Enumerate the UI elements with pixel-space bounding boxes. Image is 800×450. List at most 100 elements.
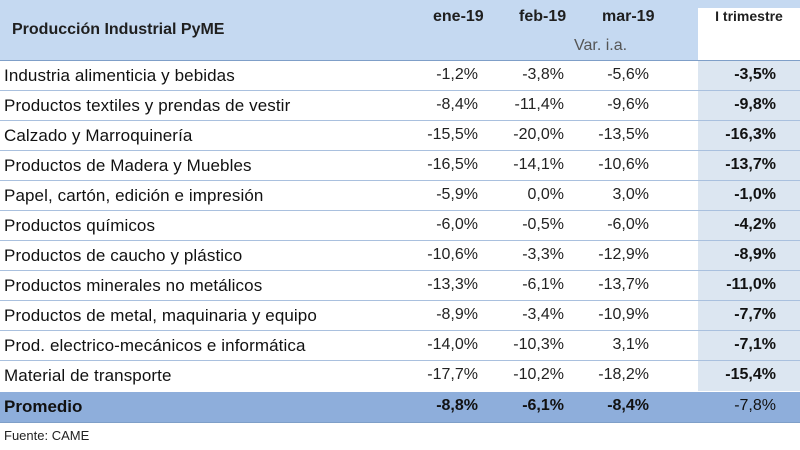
row-divider (0, 360, 800, 361)
value-quarter: -11,0% (726, 276, 776, 293)
sector-name: Material de transporte (4, 366, 172, 385)
value-ene: -14,0% (427, 336, 478, 353)
value-ene: -6,0% (436, 216, 478, 233)
quarter-cell: -13,7% (698, 151, 800, 181)
divider (0, 60, 800, 61)
value-quarter: -8,9% (734, 246, 776, 263)
table-row: Prod. electrico-mecánicos e informática -… (0, 331, 800, 361)
average-quarter: -7,8% (734, 397, 776, 414)
quarter-cell: -11,0% (698, 271, 800, 301)
average-mar: -8,4% (607, 397, 649, 414)
sector-name: Productos de Madera y Muebles (4, 156, 252, 175)
average-ene: -8,8% (436, 397, 478, 414)
row-divider (0, 90, 800, 91)
quarter-cell: -1,0% (698, 181, 800, 211)
row-divider (0, 240, 800, 241)
quarter-cell: -7,7% (698, 301, 800, 331)
average-label: Promedio (4, 397, 83, 416)
sector-name: Productos minerales no metálicos (4, 276, 263, 295)
row-divider (0, 300, 800, 301)
value-ene: -13,3% (427, 276, 478, 293)
variation-subheader: Var. i.a. (574, 37, 628, 54)
sector-name: Calzado y Marroquinería (4, 126, 193, 145)
row-divider (0, 330, 800, 331)
row-divider (0, 180, 800, 181)
table-row: Calzado y Marroquinería -15,5% -20,0% -13,5… (0, 121, 800, 151)
month-header-ene: ene-19 (433, 8, 484, 25)
divider (0, 422, 800, 423)
value-quarter: -4,2% (734, 216, 776, 233)
value-mar: -6,0% (607, 216, 649, 233)
value-feb: -11,4% (514, 96, 564, 113)
value-feb: -3,8% (522, 66, 564, 83)
month-header-mar: mar-19 (602, 8, 655, 25)
value-feb: 0,0% (527, 186, 564, 203)
source-note: Fuente: CAME (4, 428, 90, 443)
row-divider (0, 120, 800, 121)
quarter-cell: -9,8% (698, 91, 800, 121)
sector-name: Prod. electrico-mecánicos e informática (4, 336, 306, 355)
sector-name: Industria alimenticia y bebidas (4, 66, 235, 85)
value-quarter: -13,7% (725, 156, 776, 173)
table-row: Productos de metal, maquinaria y equipo -… (0, 301, 800, 331)
table-header: Producción Industrial PyME ene-19 feb-19… (0, 0, 800, 60)
quarter-cell: -7,1% (698, 331, 800, 361)
value-feb: -3,3% (522, 246, 564, 263)
quarter-cell: -15,4% (698, 361, 800, 391)
row-divider (0, 150, 800, 151)
value-mar: -5,6% (607, 66, 649, 83)
value-feb: -6,1% (522, 276, 564, 293)
value-feb: -10,2% (513, 366, 564, 383)
quarter-cell: -3,5% (698, 61, 800, 91)
row-divider (0, 270, 800, 271)
value-ene: -8,4% (436, 96, 478, 113)
table-row: Papel, cartón, edición e impresión -5,9% 0… (0, 181, 800, 211)
sector-name: Productos de metal, maquinaria y equipo (4, 306, 317, 325)
value-quarter: -9,8% (734, 96, 776, 113)
table-title: Producción Industrial PyME (12, 21, 225, 38)
value-mar: -9,6% (607, 96, 649, 113)
table-row: Industria alimenticia y bebidas -1,2% -3,8… (0, 61, 800, 91)
value-quarter: -16,3% (725, 126, 776, 143)
table-row: Productos de caucho y plástico -10,6% -3,3… (0, 241, 800, 271)
quarter-header: I trimestre (715, 8, 783, 24)
table-row: Productos químicos -6,0% -0,5% -6,0% -4,2% (0, 211, 800, 241)
table-row: Productos minerales no metálicos -13,3% -6… (0, 271, 800, 301)
sector-name: Productos químicos (4, 216, 156, 235)
average-feb: -6,1% (522, 397, 564, 414)
sector-name: Productos de caucho y plástico (4, 246, 243, 265)
value-feb: -20,0% (513, 126, 564, 143)
value-mar: -13,7% (598, 276, 649, 293)
quarter-header-cell: I trimestre (698, 8, 800, 60)
value-ene: -17,7% (427, 366, 478, 383)
value-ene: -15,5% (427, 126, 478, 143)
table-row: Productos textiles y prendas de vestir -8… (0, 91, 800, 121)
quarter-cell: -16,3% (698, 121, 800, 151)
table-row: Productos de Madera y Muebles -16,5% -14,1… (0, 151, 800, 181)
value-quarter: -3,5% (734, 66, 776, 83)
average-row: Promedio -8,8% -6,1% -8,4% -7,8% (0, 392, 800, 422)
value-feb: -3,4% (522, 306, 564, 323)
value-quarter: -15,4% (725, 366, 776, 383)
value-quarter: -1,0% (734, 186, 776, 203)
value-quarter: -7,7% (734, 306, 776, 323)
table-row: Material de transporte -17,7% -10,2% -18,2%… (0, 361, 800, 391)
value-feb: -0,5% (522, 216, 564, 233)
value-mar: -10,6% (598, 156, 649, 173)
month-header-feb: feb-19 (519, 8, 567, 25)
value-mar: 3,0% (612, 186, 649, 203)
value-ene: -16,5% (427, 156, 478, 173)
value-mar: 3,1% (612, 336, 649, 353)
value-mar: -12,9% (598, 246, 649, 263)
value-ene: -8,9% (436, 306, 478, 323)
value-mar: -10,9% (598, 306, 649, 323)
value-feb: -14,1% (513, 156, 564, 173)
sector-name: Papel, cartón, edición e impresión (4, 186, 264, 205)
sector-name: Productos textiles y prendas de vestir (4, 96, 291, 115)
row-divider (0, 210, 800, 211)
quarter-cell: -4,2% (698, 211, 800, 241)
quarter-cell: -8,9% (698, 241, 800, 271)
value-ene: -10,6% (427, 246, 478, 263)
value-feb: -10,3% (513, 336, 564, 353)
value-ene: -1,2% (436, 66, 478, 83)
